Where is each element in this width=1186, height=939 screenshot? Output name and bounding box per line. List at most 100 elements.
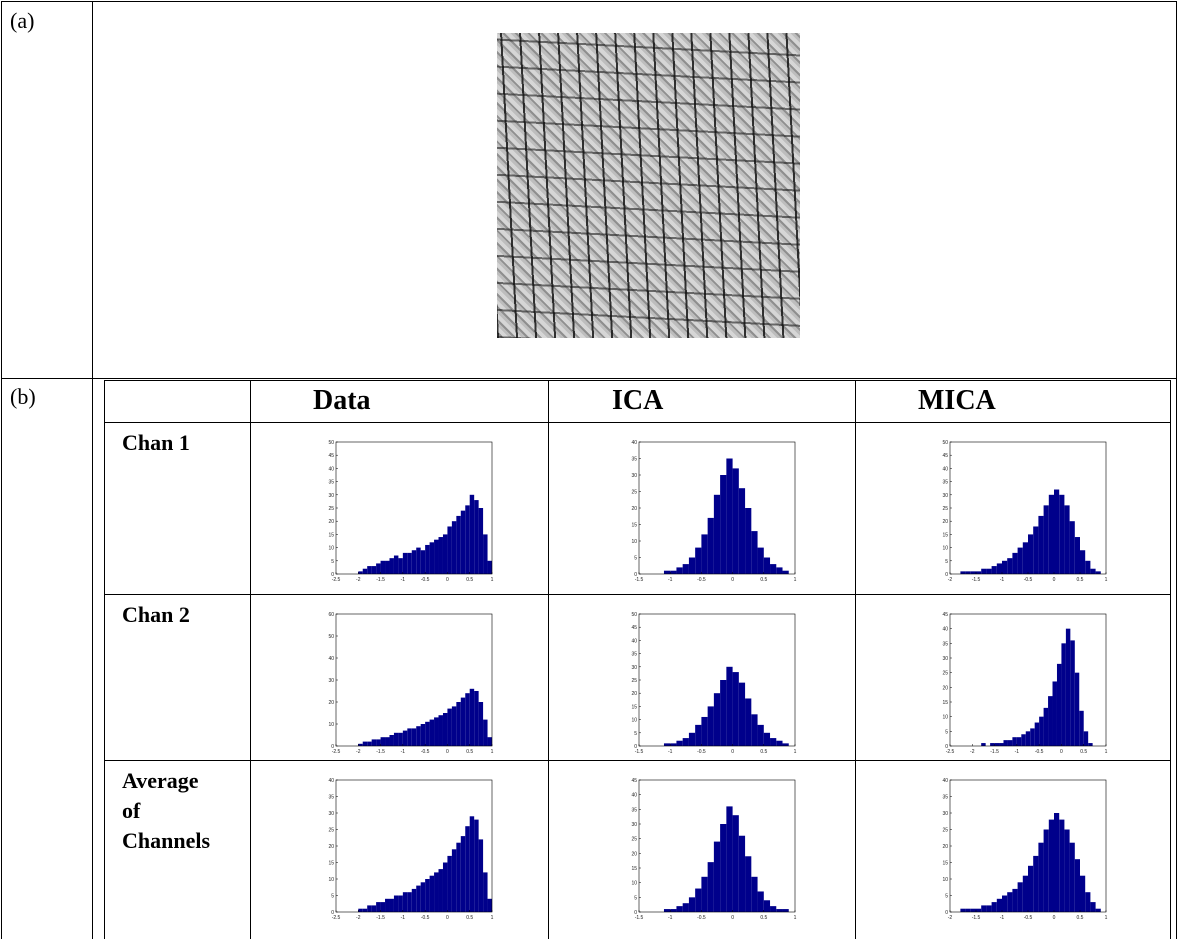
y-tick-label: 40 (631, 638, 637, 644)
y-tick-label: 30 (942, 493, 948, 499)
x-tick-label: -1.5 (990, 749, 999, 755)
x-tick-label: 1 (793, 749, 796, 755)
x-tick-label: -0.5 (421, 749, 430, 755)
histogram-bar (1052, 681, 1057, 746)
histogram-bar (1069, 640, 1075, 746)
x-tick-label: -0.5 (421, 915, 430, 921)
y-tick-label: 35 (942, 795, 948, 801)
histogram-bar (1006, 892, 1012, 912)
x-tick-label: 0.5 (1076, 915, 1083, 921)
histogram-bar (362, 568, 368, 574)
histogram-bar (757, 724, 764, 746)
border (1, 1, 2, 939)
histogram-bar (1069, 842, 1075, 912)
x-tick-label: -1 (999, 915, 1004, 921)
histogram-bar (750, 714, 758, 746)
histogram-bar (1053, 489, 1059, 574)
histogram-bar (420, 724, 426, 746)
x-tick-label: 1 (1104, 577, 1107, 583)
y-tick-label: 15 (328, 861, 334, 867)
histogram-bar (429, 875, 435, 912)
histogram-bar (970, 571, 976, 574)
histogram-bar (416, 547, 421, 574)
plot-frame (638, 779, 795, 913)
y-tick-label: 40 (328, 656, 334, 662)
histogram-bar (362, 741, 368, 746)
x-tick-label: 1 (491, 577, 494, 583)
histogram-bar (425, 879, 430, 912)
histogram-bar (1027, 865, 1033, 912)
histogram-bar (732, 815, 739, 912)
y-tick-label: 35 (942, 480, 948, 486)
x-tick-label: -2.5 (332, 577, 341, 583)
histogram-bar (688, 897, 695, 912)
histogram-bar (389, 558, 394, 574)
x-tick-label: -1.5 (376, 915, 385, 921)
x-tick-label: 0 (1060, 749, 1063, 755)
histogram-bar (1027, 534, 1033, 574)
histogram-bar (1032, 526, 1038, 574)
y-tick-label: 25 (631, 490, 637, 496)
x-tick-label: -2 (356, 915, 361, 921)
y-tick-label: 45 (631, 625, 637, 631)
histogram-bar (1025, 731, 1030, 746)
histogram-bar (385, 560, 390, 574)
histogram-bar (688, 732, 695, 746)
histogram-bar (478, 839, 484, 912)
x-tick-label: -2 (356, 749, 361, 755)
y-tick-label: 10 (328, 722, 334, 728)
y-tick-label: 15 (631, 866, 637, 872)
histogram-bar (975, 908, 981, 912)
histogram-bar (385, 737, 390, 746)
histogram-bar (725, 806, 733, 912)
histogram-bar (420, 882, 426, 912)
y-tick-label: 25 (942, 828, 948, 834)
y-tick-label: 30 (942, 656, 948, 662)
histogram-bar (380, 560, 386, 574)
histogram-bar (675, 906, 683, 912)
histogram-bar (1089, 902, 1096, 912)
histogram-bar (483, 534, 488, 574)
histogram-bar (460, 510, 466, 574)
histogram-bar (478, 702, 484, 746)
histogram-bar (367, 905, 372, 912)
x-tick-label: -1.5 (634, 915, 643, 921)
histogram-bar (980, 568, 986, 574)
histogram-bar (719, 680, 726, 746)
histogram-bar (483, 872, 488, 912)
histogram-bar (1058, 819, 1064, 912)
histogram-bar (1047, 696, 1053, 746)
histogram-bar (732, 468, 739, 574)
histogram-bar (1074, 672, 1079, 746)
histogram-bar (738, 835, 745, 912)
histogram-bar (380, 902, 386, 912)
histogram-bar (447, 526, 452, 574)
y-tick-label: 10 (942, 715, 948, 721)
histogram-bar (451, 521, 457, 574)
histogram-bar (738, 488, 745, 574)
y-tick-label: 40 (942, 627, 948, 633)
histogram-bar (1056, 663, 1061, 746)
histogram-bar (367, 566, 372, 574)
histogram-bar (393, 555, 399, 574)
y-tick-label: 60 (328, 612, 334, 618)
y-tick-label: 30 (328, 493, 334, 499)
histogram-bar (965, 571, 971, 574)
x-tick-label: -1.5 (971, 577, 980, 583)
y-tick-label: 40 (942, 466, 948, 472)
x-tick-label: 0.5 (1076, 577, 1083, 583)
x-tick-label: 0 (731, 749, 734, 755)
histogram-bar (429, 542, 435, 574)
histogram-bar (376, 739, 381, 746)
histogram-bar (434, 872, 439, 912)
histogram-bar (991, 902, 997, 912)
histogram-bar (438, 715, 443, 746)
histogram-bar (1022, 875, 1028, 912)
y-tick-label: 5 (634, 895, 637, 901)
histogram-bar (1043, 829, 1049, 912)
row-header: Chan 2 (122, 602, 190, 627)
